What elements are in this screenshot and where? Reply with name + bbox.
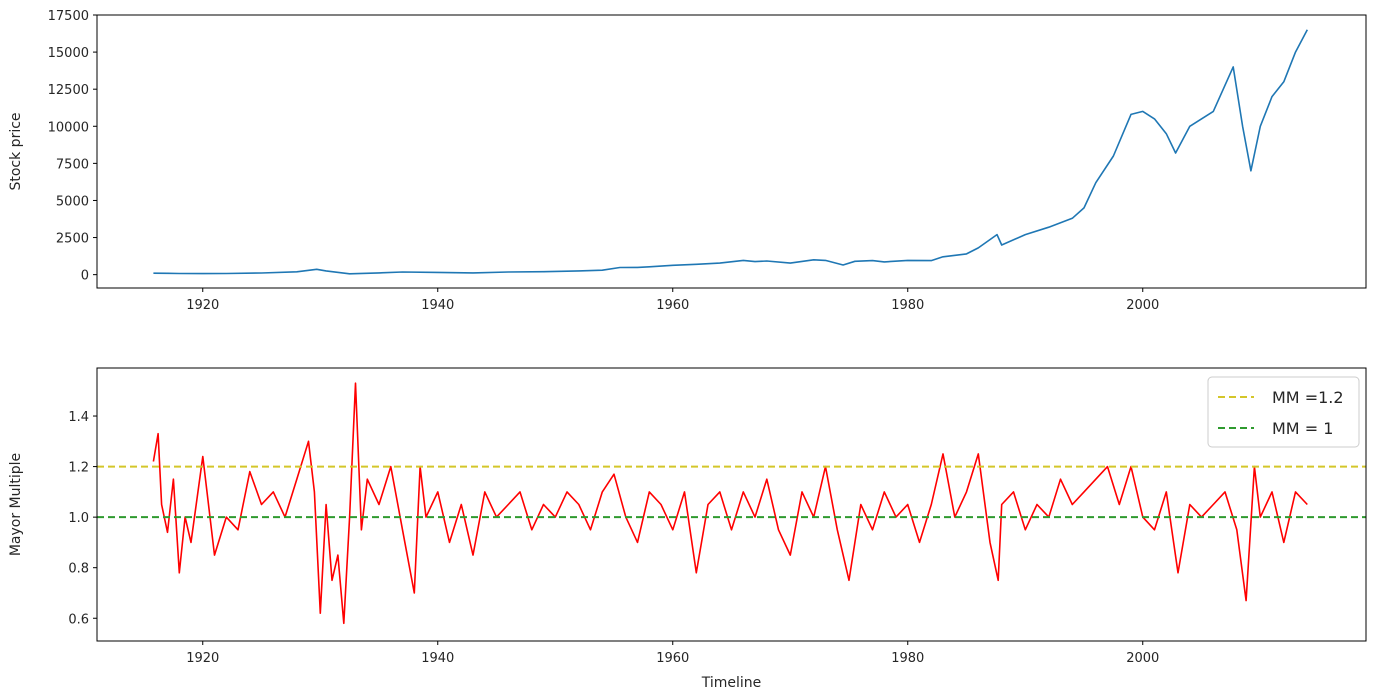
y-tick-label: 0.6 bbox=[68, 612, 89, 627]
y-tick-label: 0.8 bbox=[68, 562, 89, 577]
plot-frame bbox=[96, 14, 1367, 289]
x-tick-label: 1920 bbox=[186, 651, 219, 666]
legend: MM =1.2 MM = 1 bbox=[1207, 376, 1360, 448]
y-tick-label: 2500 bbox=[56, 232, 89, 247]
y-tick-label: 1.0 bbox=[68, 511, 89, 526]
mayor-multiple-panel: 1920 1940 1960 1980 2000 0.6 0.8 1.0 1.2 1.4 Mayor… bbox=[8, 367, 1367, 691]
y-tick-label: 7500 bbox=[56, 157, 89, 172]
y-tick-label: 1.4 bbox=[68, 410, 89, 425]
stock-price-panel: 1920 1940 1960 1980 2000 0 2500 5000 7500 10000 12… bbox=[8, 9, 1367, 313]
x-tick-label: 1940 bbox=[421, 651, 454, 666]
y-axis-label: Stock price bbox=[8, 112, 24, 190]
x-tick-label: 1960 bbox=[656, 298, 689, 313]
y-tick-label: 15000 bbox=[48, 46, 89, 61]
y-tick-label: 10000 bbox=[48, 120, 89, 135]
legend-box bbox=[1207, 376, 1360, 448]
y-tick-label: 17500 bbox=[48, 9, 89, 24]
y-tick-label: 0 bbox=[81, 269, 89, 284]
x-tick-label: 1980 bbox=[891, 298, 924, 313]
x-tick-label: 1920 bbox=[186, 298, 219, 313]
series-line-0 bbox=[153, 29, 1309, 275]
y-tick-label: 12500 bbox=[48, 83, 89, 98]
x-tick-label: 1940 bbox=[421, 298, 454, 313]
x-tick-label: 1960 bbox=[656, 651, 689, 666]
x-tick-label: 2000 bbox=[1126, 651, 1159, 666]
series-line-0 bbox=[152, 382, 1308, 625]
x-tick-label: 2000 bbox=[1126, 298, 1159, 313]
plot-frame bbox=[96, 367, 1367, 642]
legend-label-0: MM =1.2 bbox=[1272, 388, 1344, 407]
legend-label-1: MM = 1 bbox=[1272, 419, 1333, 438]
x-axis-label: Timeline bbox=[701, 675, 762, 691]
y-tick-label: 1.2 bbox=[68, 461, 89, 476]
y-axis-label: Mayor Multiple bbox=[8, 453, 24, 556]
y-tick-label: 5000 bbox=[56, 194, 89, 209]
x-tick-label: 1980 bbox=[891, 651, 924, 666]
